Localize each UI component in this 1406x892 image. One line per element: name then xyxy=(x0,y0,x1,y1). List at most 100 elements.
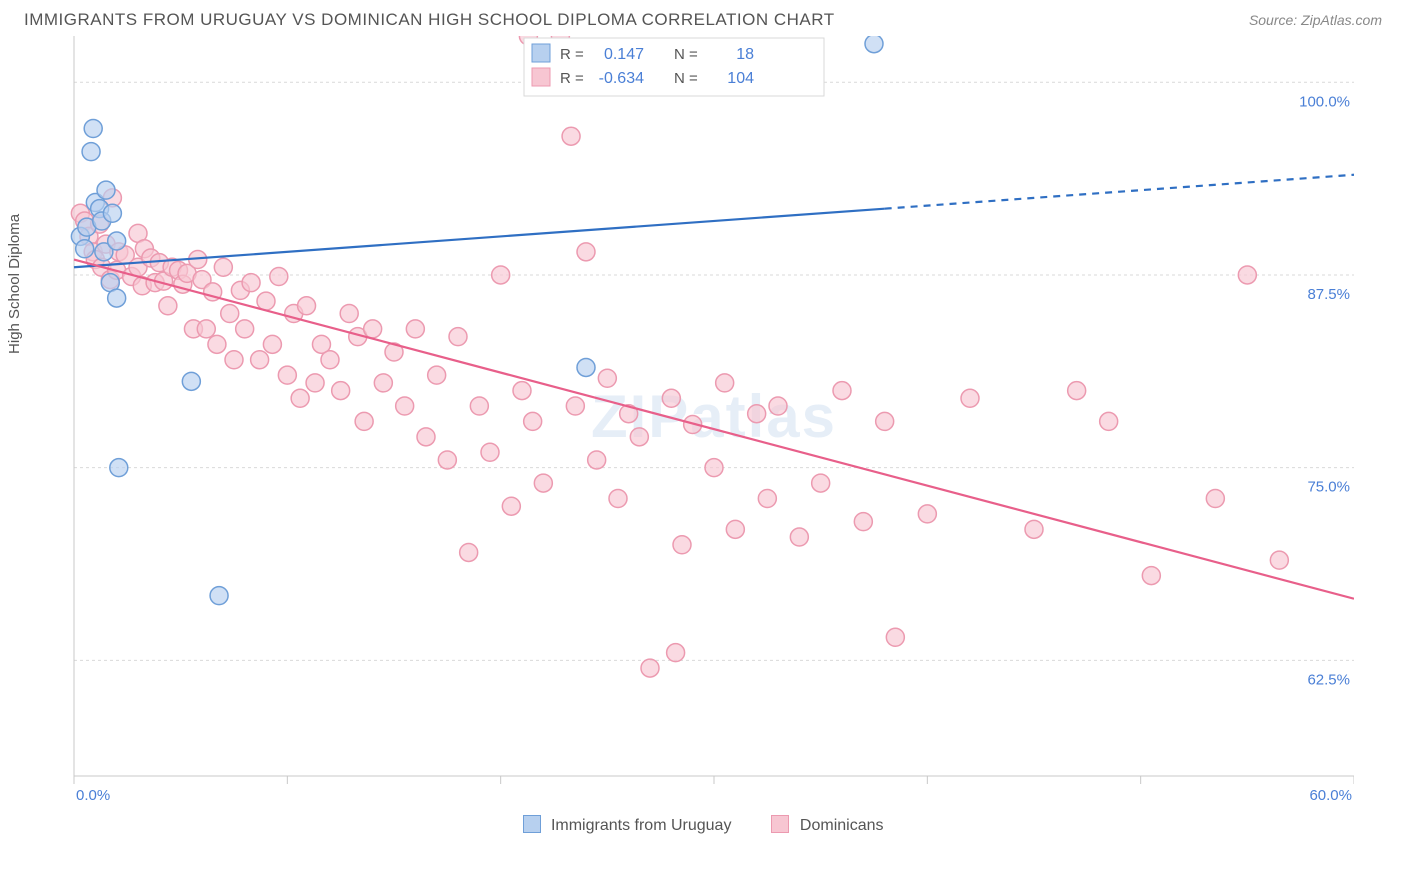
data-point xyxy=(513,382,531,400)
data-point xyxy=(641,659,659,677)
data-point xyxy=(1142,567,1160,585)
data-point xyxy=(374,374,392,392)
data-point xyxy=(961,389,979,407)
y-tick-label: 75.0% xyxy=(1307,479,1350,496)
data-point xyxy=(355,412,373,430)
data-point xyxy=(481,443,499,461)
legend-R-value: 0.147 xyxy=(604,46,644,63)
data-point xyxy=(726,520,744,538)
data-point xyxy=(97,181,115,199)
data-point xyxy=(876,412,894,430)
data-point xyxy=(182,372,200,390)
data-point xyxy=(609,490,627,508)
y-tick-label: 100.0% xyxy=(1299,93,1350,110)
data-point xyxy=(270,268,288,286)
data-point xyxy=(82,143,100,161)
data-point xyxy=(716,374,734,392)
data-point xyxy=(210,587,228,605)
data-point xyxy=(438,451,456,469)
data-point xyxy=(406,320,424,338)
y-axis-label: High School Diploma xyxy=(6,213,23,353)
data-point xyxy=(470,397,488,415)
data-point xyxy=(263,335,281,353)
data-point xyxy=(460,543,478,561)
legend-item-uruguay: Immigrants from Uruguay xyxy=(523,815,732,835)
data-point xyxy=(291,389,309,407)
x-max-label: 60.0% xyxy=(1309,787,1352,804)
data-point xyxy=(197,320,215,338)
legend-N-value: 104 xyxy=(727,70,754,87)
data-point xyxy=(748,405,766,423)
data-point xyxy=(84,120,102,138)
data-point xyxy=(257,292,275,310)
data-point xyxy=(1270,551,1288,569)
source-attribution: Source: ZipAtlas.com xyxy=(1249,12,1382,28)
data-point xyxy=(340,305,358,323)
correlation-chart: 62.5%75.0%87.5%100.0%0.0%60.0%ZIPatlasR … xyxy=(24,36,1354,806)
data-point xyxy=(1238,266,1256,284)
data-point xyxy=(321,351,339,369)
data-point xyxy=(306,374,324,392)
data-point xyxy=(1025,520,1043,538)
y-tick-label: 62.5% xyxy=(1307,671,1350,688)
data-point xyxy=(577,358,595,376)
legend-label-uruguay: Immigrants from Uruguay xyxy=(551,817,732,834)
data-point xyxy=(854,513,872,531)
chart-title: IMMIGRANTS FROM URUGUAY VS DOMINICAN HIG… xyxy=(24,10,835,30)
legend-R-label: R = xyxy=(560,46,584,63)
data-point xyxy=(225,351,243,369)
legend-swatch-icon xyxy=(532,68,550,86)
regression-line xyxy=(74,209,885,268)
regression-line-extrapolated xyxy=(885,175,1354,209)
legend-R-value: -0.634 xyxy=(599,70,644,87)
chart-container: High School Diploma 62.5%75.0%87.5%100.0… xyxy=(24,36,1382,811)
data-point xyxy=(492,266,510,284)
data-point xyxy=(449,328,467,346)
data-point xyxy=(108,289,126,307)
data-point xyxy=(812,474,830,492)
legend-swatch-icon xyxy=(532,44,550,62)
data-point xyxy=(667,644,685,662)
legend-N-label: N = xyxy=(674,46,698,63)
legend-N-label: N = xyxy=(674,70,698,87)
data-point xyxy=(236,320,254,338)
swatch-uruguay-icon xyxy=(523,815,541,833)
data-point xyxy=(1206,490,1224,508)
data-point xyxy=(790,528,808,546)
data-point xyxy=(214,258,232,276)
legend-label-dominicans: Dominicans xyxy=(800,817,884,834)
data-point xyxy=(886,628,904,646)
data-point xyxy=(76,240,94,258)
legend-item-dominicans: Dominicans xyxy=(771,815,883,835)
data-point xyxy=(534,474,552,492)
regression-line xyxy=(74,260,1354,599)
data-point xyxy=(918,505,936,523)
data-point xyxy=(705,459,723,477)
data-point xyxy=(110,459,128,477)
data-point xyxy=(769,397,787,415)
data-point xyxy=(242,274,260,292)
y-tick-label: 87.5% xyxy=(1307,286,1350,303)
data-point xyxy=(502,497,520,515)
data-point xyxy=(159,297,177,315)
data-point xyxy=(630,428,648,446)
data-point xyxy=(364,320,382,338)
data-point xyxy=(673,536,691,554)
data-point xyxy=(865,36,883,53)
data-point xyxy=(298,297,316,315)
data-point xyxy=(1068,382,1086,400)
data-point xyxy=(278,366,296,384)
data-point xyxy=(662,389,680,407)
legend-R-label: R = xyxy=(560,70,584,87)
data-point xyxy=(208,335,226,353)
swatch-dominicans-icon xyxy=(771,815,789,833)
data-point xyxy=(103,204,121,222)
data-point xyxy=(588,451,606,469)
data-point xyxy=(566,397,584,415)
data-point xyxy=(108,232,126,250)
data-point xyxy=(562,127,580,145)
data-point xyxy=(332,382,350,400)
data-point xyxy=(417,428,435,446)
data-point xyxy=(1100,412,1118,430)
x-min-label: 0.0% xyxy=(76,787,110,804)
